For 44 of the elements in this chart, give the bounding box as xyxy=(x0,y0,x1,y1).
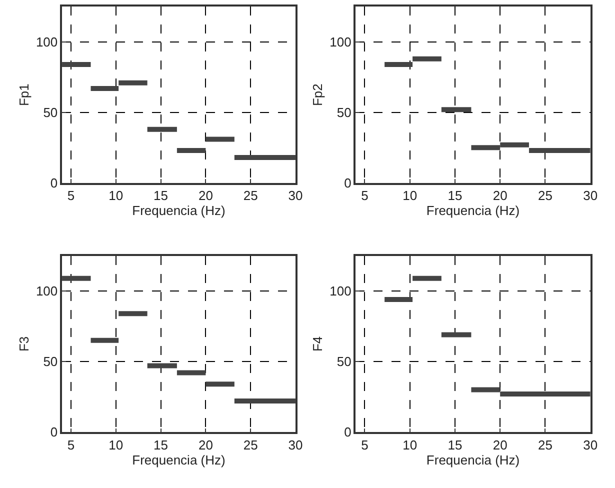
x-tick-label: 25 xyxy=(538,437,552,452)
x-tick-label: 5 xyxy=(361,188,368,204)
x-tick-label: 20 xyxy=(492,437,508,452)
x-tick-label: 30 xyxy=(288,437,303,452)
x-tick-label: 25 xyxy=(243,437,258,452)
y-axis-title: F3 xyxy=(16,336,32,352)
x-tick-label: 25 xyxy=(538,188,552,204)
y-axis-title: Fp2 xyxy=(310,84,326,106)
y-tick-label: 0 xyxy=(344,175,352,190)
y-tick-label: 0 xyxy=(344,424,352,440)
y-tick-label: 100 xyxy=(36,34,58,50)
y-tick-label: 50 xyxy=(43,104,58,120)
y-tick-label: 0 xyxy=(50,424,58,440)
y-axis-title: F4 xyxy=(310,336,326,352)
y-tick-label: 100 xyxy=(330,284,352,299)
x-tick-label: 15 xyxy=(448,188,462,204)
x-tick-label: 20 xyxy=(198,188,213,204)
x-tick-label: 25 xyxy=(243,188,258,204)
y-tick-label: 50 xyxy=(336,354,352,370)
y-axis-title: Fp1 xyxy=(16,84,32,106)
x-tick-label: 5 xyxy=(67,437,75,452)
x-tick-label: 30 xyxy=(583,437,598,452)
x-tick-label: 20 xyxy=(198,437,213,452)
x-tick-label: 15 xyxy=(154,437,168,452)
x-axis-title: Frequencia (Hz) xyxy=(426,452,520,468)
x-tick-label: 10 xyxy=(108,188,124,204)
x-tick-label: 20 xyxy=(492,188,508,204)
x-tick-label: 10 xyxy=(402,188,418,204)
x-tick-label: 10 xyxy=(402,437,418,452)
x-tick-label: 10 xyxy=(108,437,124,452)
x-axis-title: Frequencia (Hz) xyxy=(426,203,520,218)
x-tick-label: 15 xyxy=(154,188,168,204)
y-tick-label: 50 xyxy=(336,104,352,120)
x-tick-label: 15 xyxy=(448,437,462,452)
x-tick-label: 5 xyxy=(361,437,368,452)
x-tick-label: 30 xyxy=(583,188,598,204)
y-tick-label: 100 xyxy=(330,34,352,50)
x-axis-title: Frequencia (Hz) xyxy=(132,203,226,218)
y-tick-label: 100 xyxy=(36,284,58,299)
x-axis-title: Frequencia (Hz) xyxy=(132,452,226,468)
y-tick-label: 50 xyxy=(43,354,58,370)
x-tick-label: 5 xyxy=(67,188,75,204)
y-tick-label: 0 xyxy=(50,175,58,190)
x-tick-label: 30 xyxy=(288,188,303,204)
